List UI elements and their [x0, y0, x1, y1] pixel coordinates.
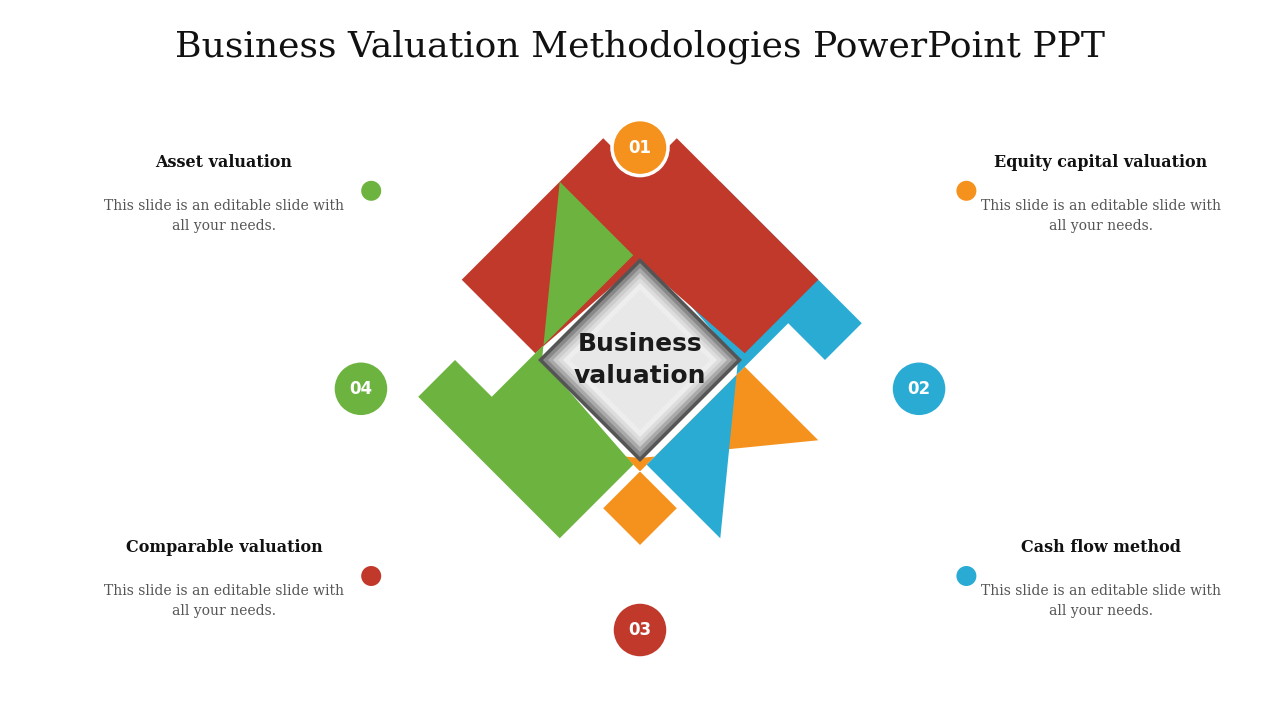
Polygon shape: [556, 275, 724, 445]
Text: Equity capital valuation: Equity capital valuation: [995, 153, 1207, 171]
Text: Comparable valuation: Comparable valuation: [125, 539, 323, 556]
Polygon shape: [558, 278, 722, 442]
Polygon shape: [538, 258, 742, 462]
Text: This slide is an editable slide with
all your needs.: This slide is an editable slide with all…: [980, 199, 1221, 233]
Polygon shape: [561, 280, 719, 440]
Polygon shape: [545, 265, 735, 455]
Text: This slide is an editable slide with
all your needs.: This slide is an editable slide with all…: [980, 585, 1221, 618]
Text: Cash flow method: Cash flow method: [1021, 539, 1180, 556]
Ellipse shape: [891, 361, 947, 417]
Text: 02: 02: [908, 380, 931, 397]
Text: 03: 03: [628, 621, 652, 639]
Polygon shape: [564, 285, 716, 435]
Text: Asset valuation: Asset valuation: [155, 153, 293, 171]
Text: 04: 04: [349, 380, 372, 397]
Text: This slide is an editable slide with
all your needs.: This slide is an editable slide with all…: [104, 585, 344, 618]
Ellipse shape: [956, 566, 977, 586]
Ellipse shape: [612, 120, 668, 176]
Ellipse shape: [956, 181, 977, 201]
Polygon shape: [540, 260, 740, 460]
Polygon shape: [550, 270, 730, 450]
Polygon shape: [462, 138, 818, 354]
Ellipse shape: [612, 602, 668, 658]
Ellipse shape: [361, 181, 381, 201]
Text: Business Valuation Methodologies PowerPoint PPT: Business Valuation Methodologies PowerPo…: [175, 30, 1105, 64]
Text: 01: 01: [628, 138, 652, 157]
Polygon shape: [462, 366, 818, 545]
Ellipse shape: [361, 566, 381, 586]
Text: This slide is an editable slide with
all your needs.: This slide is an editable slide with all…: [104, 199, 344, 233]
Polygon shape: [543, 263, 737, 457]
Polygon shape: [419, 181, 634, 539]
Polygon shape: [563, 283, 717, 437]
Ellipse shape: [333, 361, 389, 417]
Text: Business
valuation: Business valuation: [573, 332, 707, 388]
Polygon shape: [553, 273, 727, 447]
Polygon shape: [548, 268, 732, 452]
Polygon shape: [646, 181, 861, 539]
Polygon shape: [570, 290, 710, 430]
